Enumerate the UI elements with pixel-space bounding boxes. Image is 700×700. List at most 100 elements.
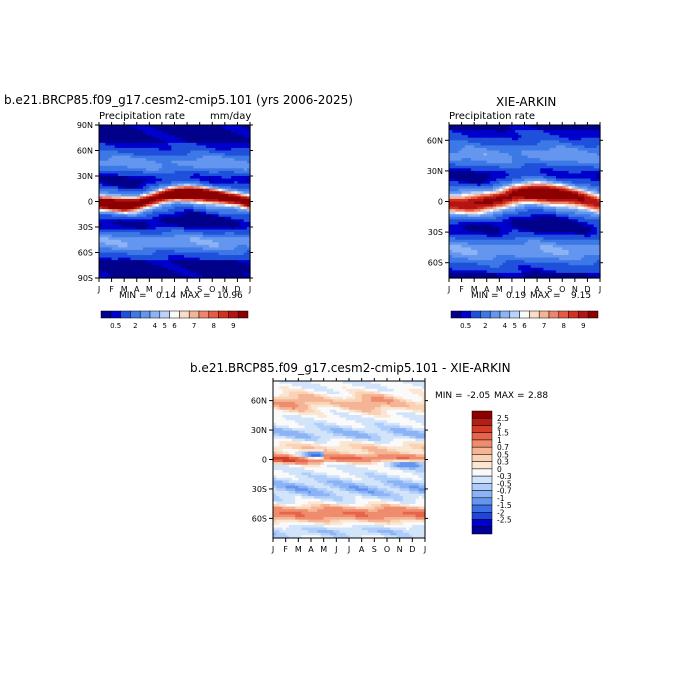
field-cell [202, 178, 207, 182]
field-cell [149, 242, 154, 246]
field-cell [171, 237, 176, 241]
field-cell [161, 201, 166, 205]
field-cell [190, 188, 194, 192]
field-cell [486, 125, 491, 129]
field-cell [237, 239, 242, 243]
field-cell [499, 158, 504, 162]
field-cell [209, 206, 213, 210]
field-cell [161, 214, 166, 218]
field-cell [577, 201, 582, 205]
field-cell [471, 214, 475, 218]
field-cell [546, 153, 551, 157]
field-cell [590, 147, 595, 152]
field-cell [237, 209, 242, 213]
field-cell [108, 257, 113, 261]
field-cell [511, 224, 516, 228]
field-cell [124, 191, 128, 195]
field-cell [218, 201, 223, 205]
field-cell [161, 181, 166, 185]
field-cell [533, 188, 538, 192]
field-cell [505, 170, 510, 175]
field-cell [511, 170, 516, 175]
field-cell [108, 147, 113, 152]
field-cell [149, 232, 154, 236]
field-cell [565, 155, 570, 159]
field-cell [161, 178, 166, 182]
field-cell [511, 188, 516, 192]
field-cell [559, 193, 563, 197]
field-cell [581, 140, 585, 144]
field-cell [555, 219, 560, 223]
field-cell [568, 216, 573, 220]
field-cell [133, 206, 138, 210]
field-cell [168, 209, 172, 213]
field-cell [571, 137, 576, 141]
field-cell [231, 234, 235, 238]
field-cell [231, 188, 235, 192]
field-cell [240, 130, 245, 134]
field-cell [527, 142, 532, 146]
field-cell [549, 186, 554, 190]
field-cell [477, 191, 482, 195]
field-cell [540, 216, 544, 220]
field-cell [155, 204, 160, 208]
field-cell [587, 140, 592, 144]
field-cell [180, 186, 185, 190]
x-tick-label: M [146, 285, 153, 294]
field-cell [549, 219, 554, 223]
field-cell [205, 135, 210, 139]
field-cell [584, 188, 589, 192]
field-cell [486, 209, 491, 213]
field-cell [108, 137, 113, 141]
field-cell [587, 229, 592, 233]
field-cell [502, 219, 507, 223]
field-cell [240, 219, 245, 223]
field-cell [502, 183, 507, 187]
field-cell [124, 255, 128, 259]
field-cell [593, 135, 598, 139]
field-cell [158, 201, 163, 205]
field-cell [168, 153, 172, 157]
field-cell [549, 176, 554, 180]
field-cell [155, 201, 160, 205]
field-cell [102, 160, 106, 164]
field-cell [174, 247, 179, 251]
field-cell [590, 211, 595, 215]
field-cell [215, 242, 220, 246]
field-cell [246, 163, 251, 167]
field-cell [246, 137, 251, 141]
field-cell [593, 140, 598, 144]
colorbar-swatch [159, 310, 170, 319]
field-cell [243, 221, 248, 226]
field-cell [231, 142, 235, 146]
field-cell [552, 155, 557, 159]
field-cell [243, 193, 248, 197]
field-cell [555, 214, 560, 218]
field-cell [102, 150, 106, 154]
field-cell [133, 234, 138, 238]
field-cell [555, 229, 560, 233]
field-cell [577, 198, 582, 203]
field-cell [212, 244, 216, 248]
field-cell [577, 130, 582, 134]
field-cell [190, 137, 194, 141]
field-cell [193, 244, 198, 248]
field-cell [155, 183, 160, 187]
field-cell [552, 181, 557, 185]
field-cell [193, 176, 198, 180]
field-cell [480, 140, 485, 144]
field-cell [152, 196, 157, 200]
field-cell [165, 181, 169, 185]
field-cell [139, 275, 144, 279]
field-cell [243, 229, 248, 233]
field-cell [596, 145, 601, 149]
field-cell [117, 178, 122, 182]
field-cell [193, 232, 198, 236]
field-cell [143, 163, 147, 167]
field-cell [146, 176, 150, 180]
field-cell [212, 168, 216, 172]
field-cell [596, 178, 601, 182]
x-tick-label: J [172, 285, 175, 294]
field-cell [458, 191, 463, 195]
field-cell [121, 255, 125, 259]
